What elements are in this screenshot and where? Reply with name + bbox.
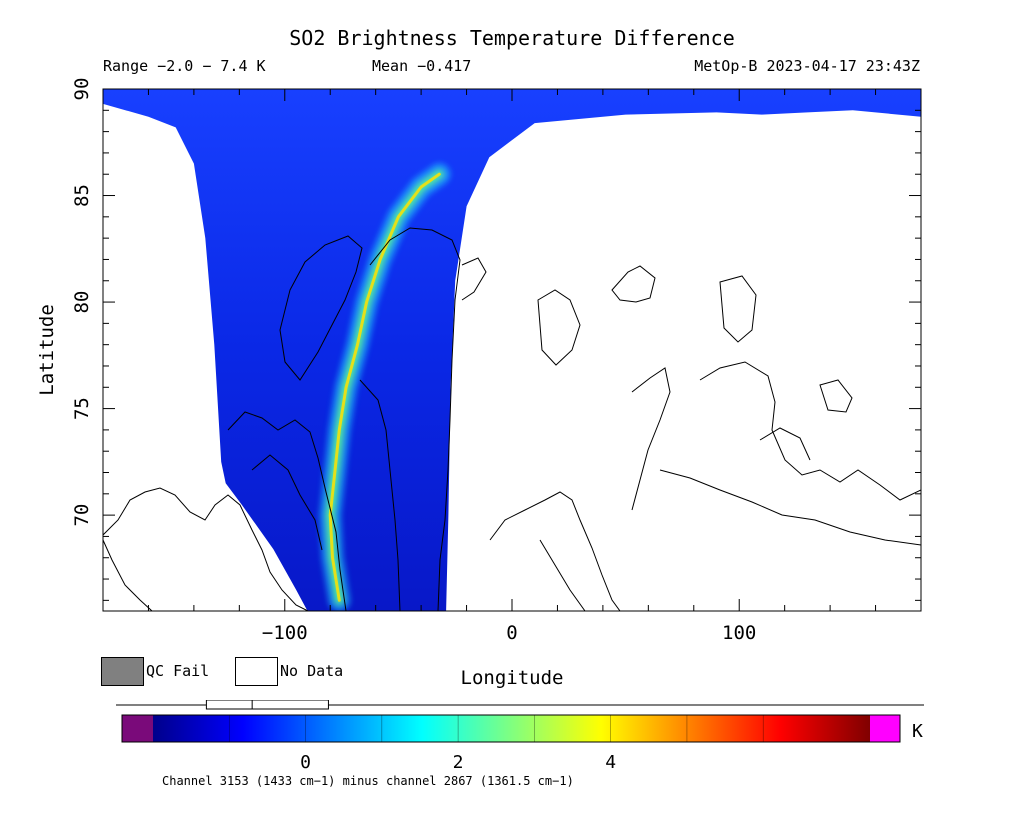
colorbar-over-swatch xyxy=(870,715,900,742)
coastline-path xyxy=(539,539,586,611)
x-tick-label: 0 xyxy=(506,622,517,644)
coastline-path xyxy=(631,367,671,511)
swath-data-region xyxy=(103,89,921,611)
coastline-path xyxy=(103,539,153,611)
colorbar-frame xyxy=(121,714,901,743)
coastline-path xyxy=(103,487,309,611)
x-tick-label: 100 xyxy=(722,622,756,644)
coastline-path xyxy=(359,379,401,611)
value-range-label: Range −2.0 − 7.4 K xyxy=(103,57,266,75)
coastline-path xyxy=(461,257,487,301)
coastline-path xyxy=(759,427,811,461)
distribution-box xyxy=(205,700,329,710)
qc-fail-swatch xyxy=(101,657,144,686)
coastline-path xyxy=(251,454,323,551)
coastline-path xyxy=(489,491,621,611)
satellite-timestamp: MetOp-B 2023-04-17 23:43Z xyxy=(694,57,920,75)
coastline-path xyxy=(279,235,363,381)
colorbar-unit: K xyxy=(912,721,923,742)
x-tick-label: −100 xyxy=(262,622,308,644)
qc-fail-label: QC Fail xyxy=(146,662,210,680)
y-axis: 70 75 80 85 90 xyxy=(71,78,921,601)
colorbar-tick-label: 0 xyxy=(300,752,311,772)
no-data-swatch xyxy=(235,657,278,686)
coastline-path xyxy=(699,361,921,501)
mean-value-label: Mean −0.417 xyxy=(372,57,472,75)
y-tick-label: 70 xyxy=(71,504,93,527)
coastline-path xyxy=(227,411,347,611)
colorbar: 0 2 4 K xyxy=(116,700,924,772)
heatmap-plot: −100 0 100 70 75 80 85 90 Longitude Latitude xyxy=(36,78,922,689)
coastlines xyxy=(103,227,921,611)
plume-peak xyxy=(328,172,441,602)
colorbar-gradient xyxy=(153,715,870,742)
distribution-iqr xyxy=(205,700,329,710)
x-axis: −100 0 100 xyxy=(102,89,922,644)
colorbar-tick-label: 2 xyxy=(453,752,464,772)
y-tick-label: 90 xyxy=(71,78,93,101)
y-tick-label: 85 xyxy=(71,184,93,207)
colorbar-tick-label: 4 xyxy=(605,752,616,772)
coastline-path xyxy=(819,379,853,413)
y-tick-label: 80 xyxy=(71,291,93,314)
coastline-path xyxy=(659,469,921,546)
coastline-path xyxy=(611,265,656,303)
coastline-path xyxy=(537,289,581,366)
so2-plume xyxy=(319,163,451,611)
y-axis-label: Latitude xyxy=(36,304,58,396)
colorbar-caption: Channel 3153 (1433 cm−1) minus channel 2… xyxy=(162,774,574,788)
chart-title: SO2 Brightness Temperature Difference xyxy=(289,26,735,50)
coastline-path xyxy=(719,275,757,343)
y-tick-label: 75 xyxy=(71,397,93,420)
coastline-path xyxy=(369,227,461,611)
colorbar-under-swatch xyxy=(122,715,153,742)
plot-area xyxy=(103,89,921,611)
no-data-label: No Data xyxy=(280,662,344,680)
x-axis-label: Longitude xyxy=(461,667,564,689)
colorbar-ticks: 0 2 4 xyxy=(228,715,764,772)
